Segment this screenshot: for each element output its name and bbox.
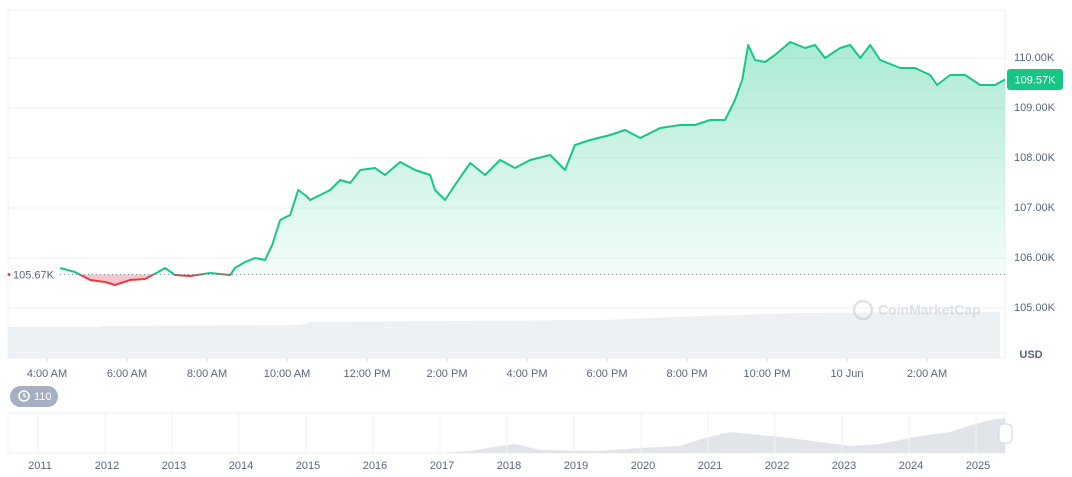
y-tick-label: 105.00K	[1014, 302, 1056, 314]
x-tick-label: 10:00 AM	[264, 368, 310, 380]
price-area	[60, 42, 1005, 285]
year-label: 2020	[631, 460, 655, 472]
volume-area	[8, 312, 1000, 358]
navigator	[7, 412, 1013, 454]
baseline-dot	[7, 273, 11, 276]
navigator-area	[8, 418, 1005, 453]
y-tick-label: 110.00K	[1014, 52, 1055, 64]
year-label: 2019	[564, 460, 588, 472]
year-label: 2025	[966, 460, 990, 472]
year-label: 2021	[698, 460, 722, 472]
x-tick-label: 2:00 AM	[907, 368, 947, 380]
watermark: CoinMarketCap	[852, 299, 981, 321]
year-label: 2022	[765, 460, 789, 472]
y-tick-label: 106.00K	[1014, 252, 1056, 264]
x-tick-label: 10:00 PM	[743, 368, 790, 380]
year-label: 2011	[28, 460, 52, 472]
navigator-handle[interactable]	[998, 423, 1013, 444]
year-label: 2023	[832, 460, 856, 472]
year-label: 2014	[229, 460, 253, 472]
y-axis-label: USD	[1019, 349, 1042, 361]
year-label: 2015	[296, 460, 320, 472]
year-label: 2024	[899, 460, 923, 472]
x-tick-label: 4:00 PM	[507, 368, 548, 380]
baseline-label-bg	[6, 266, 58, 283]
x-tick-label: 6:00 AM	[107, 368, 147, 380]
x-tick-label: 10 Jun	[830, 368, 863, 380]
year-label: 2017	[430, 460, 454, 472]
x-tick-label: 2:00 PM	[427, 368, 468, 380]
year-label: 2012	[95, 460, 119, 472]
y-tick-label: 109.00K	[1014, 102, 1056, 114]
year-label: 2018	[497, 460, 521, 472]
year-label: 2016	[363, 460, 387, 472]
y-tick-label: 108.00K	[1014, 152, 1056, 164]
y-tick-label: 107.00K	[1014, 202, 1056, 214]
x-tick-label: 8:00 AM	[187, 368, 227, 380]
year-label: 2013	[162, 460, 186, 472]
x-tick-label: 4:00 AM	[27, 368, 67, 380]
x-tick-label: 12:00 PM	[343, 368, 390, 380]
price-line	[59, 41, 1006, 286]
svg-text:CoinMarketCap: CoinMarketCap	[878, 302, 981, 318]
last-price-box	[1007, 69, 1063, 90]
badge-text: 110	[34, 391, 52, 403]
x-tick-label: 6:00 PM	[587, 368, 628, 380]
last-price-label: 109.57K	[1015, 74, 1057, 86]
baseline-label: 105.67K	[13, 269, 55, 281]
x-tick-label: 8:00 PM	[667, 368, 708, 380]
badge[interactable]: 110	[10, 386, 58, 407]
